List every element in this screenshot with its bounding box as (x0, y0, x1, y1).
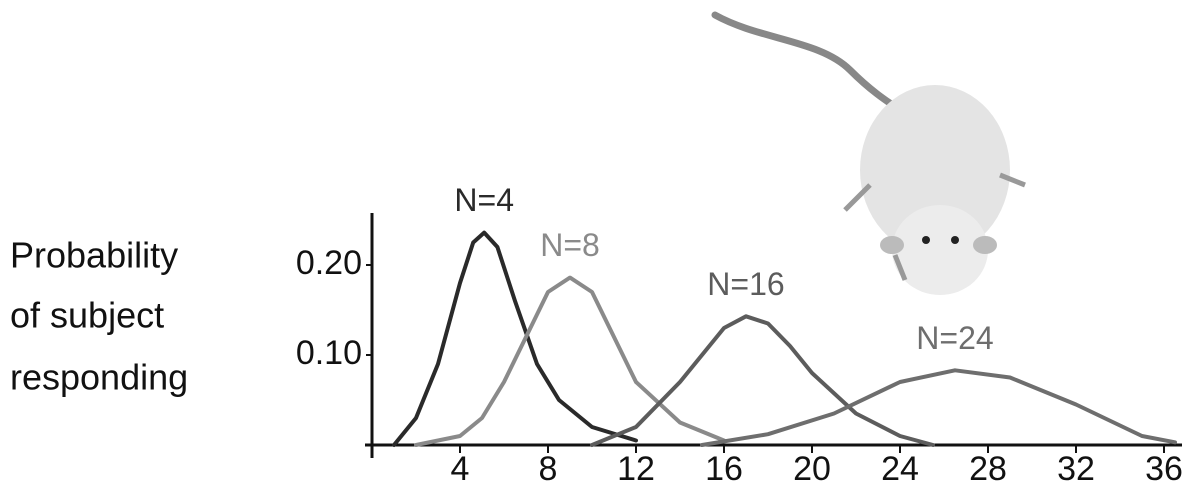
x-tick-label: 16 (705, 450, 743, 488)
rat-eye (922, 236, 930, 244)
series-line (590, 314, 935, 447)
rat-ear (880, 236, 904, 254)
y-tick-label: 0.10 (296, 334, 362, 372)
y-axis-label: responding (10, 357, 188, 398)
x-tick-label: 4 (451, 450, 470, 488)
x-tick-label: 36 (1145, 450, 1183, 488)
series-label: N=4 (454, 182, 514, 218)
series-line (392, 230, 638, 447)
rat-legs (843, 172, 1026, 281)
series-label: N=24 (916, 320, 993, 356)
rat-ear (973, 236, 997, 254)
series-label: N=16 (707, 266, 784, 302)
x-tick-label: 12 (617, 450, 655, 488)
y-axis-label: of subject (10, 295, 164, 336)
rat-head (892, 205, 988, 295)
x-tick-label: 8 (539, 450, 558, 488)
x-tick-label: 24 (881, 450, 919, 488)
series-line (414, 275, 726, 447)
y-axis-label: Probability (10, 235, 178, 276)
rat-illustration (711, 11, 1026, 295)
rat-eye (951, 236, 959, 244)
y-tick-label: 0.20 (296, 244, 362, 282)
series-label: N=8 (540, 227, 600, 263)
rat-tail (711, 11, 904, 114)
rat-body (860, 85, 1010, 255)
x-tick-label: 32 (1057, 450, 1095, 488)
series-line (700, 368, 1177, 447)
x-tick-label: 28 (969, 450, 1007, 488)
x-tick-label: 20 (793, 450, 831, 488)
